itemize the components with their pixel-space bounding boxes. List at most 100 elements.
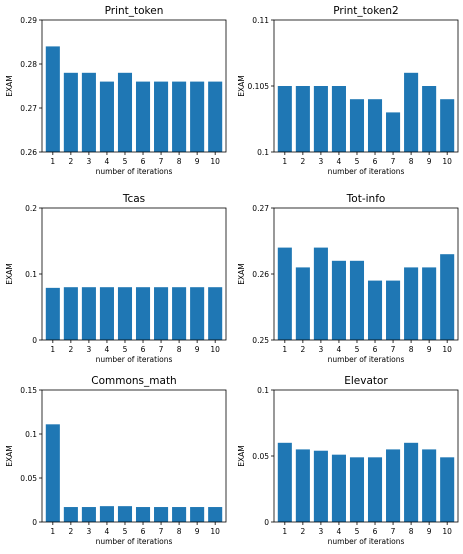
x-tick-label: 9: [195, 527, 200, 536]
x-tick-label: 7: [391, 345, 396, 354]
bar: [440, 457, 455, 522]
bar: [208, 81, 223, 152]
bar: [331, 260, 346, 340]
bar: [440, 254, 455, 340]
x-tick-label: 3: [87, 157, 92, 166]
x-tick-label: 2: [68, 527, 73, 536]
y-tick-label: 0: [32, 336, 37, 345]
x-tick-label: 6: [141, 527, 146, 536]
x-tick-label: 1: [50, 345, 55, 354]
x-tick-label: 9: [427, 157, 432, 166]
y-tick-label: 0: [264, 518, 269, 527]
x-tick-label: 2: [300, 345, 305, 354]
x-tick-label: 10: [442, 527, 452, 536]
bar: [45, 424, 60, 522]
x-tick-label: 7: [391, 157, 396, 166]
bar: [99, 506, 114, 522]
bar: [367, 457, 383, 522]
plot-frame: [41, 19, 227, 153]
bar: [367, 280, 383, 340]
x-tick-label: 7: [159, 345, 164, 354]
x-tick-label: 10: [442, 157, 452, 166]
y-tick-label: 0.1: [257, 386, 269, 395]
x-tick-label: 5: [123, 345, 128, 354]
bar: [190, 507, 205, 522]
bar-chart: Tot-info 1 2 3 4 5 6 7 8 9 10 0.25 0.26 0.27 number of…: [237, 193, 459, 364]
x-tick-label: 8: [177, 345, 182, 354]
chart-panel: Tot-info 1 2 3 4 5 6 7 8 9 10 0.25 0.26 0.27 number of…: [232, 188, 463, 368]
bar: [440, 99, 455, 152]
x-tick-label: 1: [50, 527, 55, 536]
bar: [422, 267, 437, 340]
x-tick-label: 1: [282, 527, 287, 536]
y-tick-label: 0.15: [20, 386, 37, 395]
bar: [422, 86, 437, 152]
y-tick-label: 0.05: [20, 474, 37, 483]
chart-panel: Print_token2 1 2 3 4 5 6 7 8 9 10 0.1 0.105 0.11 numbe…: [232, 0, 463, 180]
bar-chart: Tcas 1 2 3 4 5 6 7 8 9 10 0 0.1 0.2 number of iteratio…: [5, 193, 227, 364]
bar-chart: Elevator 1 2 3 4 5 6 7 8 9 10 0 0.05 0.1 number of ite…: [237, 375, 459, 546]
y-tick-label: 0.28: [20, 60, 37, 69]
bar: [386, 449, 401, 522]
x-tick-label: 6: [373, 345, 378, 354]
bar: [313, 450, 328, 522]
y-tick-label: 0.1: [257, 148, 269, 157]
bar: [81, 507, 96, 522]
y-tick-label: 0.1: [25, 270, 37, 279]
x-axis-label: number of iterations: [328, 167, 405, 176]
x-tick-label: 5: [355, 527, 360, 536]
y-axis-label: EXAM: [5, 445, 14, 466]
x-tick-label: 9: [195, 345, 200, 354]
y-tick-label: 0.27: [20, 104, 37, 113]
chart-panel: Commons_math 1 2 3 4 5 6 7 8 9 10 0 0.05 0.1 0.15 numbe…: [0, 370, 231, 550]
bar: [422, 449, 437, 522]
bar: [63, 72, 78, 152]
y-axis-label: EXAM: [5, 263, 14, 284]
x-tick-label: 7: [159, 527, 164, 536]
chart-panel: Elevator 1 2 3 4 5 6 7 8 9 10 0 0.05 0.1 number of ite…: [232, 370, 463, 550]
x-tick-label: 5: [355, 345, 360, 354]
y-tick-label: 0.27: [252, 204, 269, 213]
x-tick-label: 3: [319, 345, 324, 354]
bar: [404, 267, 419, 340]
bar: [208, 507, 223, 522]
bar: [45, 287, 60, 340]
y-tick-label: 0.2: [25, 204, 37, 213]
x-tick-label: 3: [87, 527, 92, 536]
x-tick-label: 6: [373, 157, 378, 166]
x-tick-label: 5: [123, 527, 128, 536]
x-tick-label: 7: [391, 527, 396, 536]
bar: [45, 46, 60, 152]
y-tick-label: 0.25: [252, 336, 269, 345]
bar: [367, 99, 383, 152]
x-tick-label: 10: [210, 157, 220, 166]
x-tick-label: 7: [159, 157, 164, 166]
bar: [404, 442, 419, 522]
bar: [295, 449, 310, 522]
y-tick-label: 0.105: [248, 82, 270, 91]
x-tick-label: 4: [105, 345, 110, 354]
x-tick-label: 6: [141, 157, 146, 166]
bar: [386, 112, 401, 152]
bar: [117, 72, 133, 152]
y-tick-label: 0.26: [252, 270, 269, 279]
x-tick-label: 8: [177, 157, 182, 166]
bar: [208, 287, 223, 340]
bar: [63, 507, 78, 522]
bar-chart: Print_token 1 2 3 4 5 6 7 8 9 10 0.26 0.27 0.28 0.29 nu…: [5, 5, 227, 176]
bar: [277, 247, 292, 340]
bar: [154, 81, 169, 152]
bar: [404, 72, 419, 152]
chart-title: Print_token: [105, 5, 164, 17]
x-tick-label: 8: [177, 527, 182, 536]
x-tick-label: 4: [105, 157, 110, 166]
x-tick-label: 3: [319, 157, 324, 166]
bar: [172, 81, 187, 152]
y-tick-label: 0.29: [20, 16, 37, 25]
x-tick-label: 6: [141, 345, 146, 354]
bar: [117, 287, 133, 340]
y-tick-label: 0.05: [252, 452, 269, 461]
x-axis-label: number of iterations: [328, 355, 405, 364]
x-tick-label: 2: [68, 345, 73, 354]
x-tick-label: 9: [195, 157, 200, 166]
